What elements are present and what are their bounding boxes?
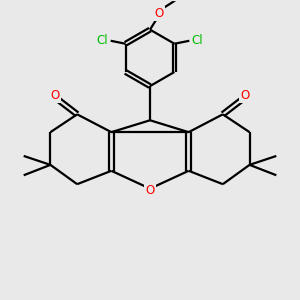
Text: Cl: Cl <box>191 34 203 47</box>
Text: O: O <box>154 8 164 20</box>
Text: O: O <box>50 88 59 101</box>
Text: Cl: Cl <box>97 34 109 47</box>
Text: O: O <box>241 88 250 101</box>
Text: O: O <box>146 184 154 196</box>
